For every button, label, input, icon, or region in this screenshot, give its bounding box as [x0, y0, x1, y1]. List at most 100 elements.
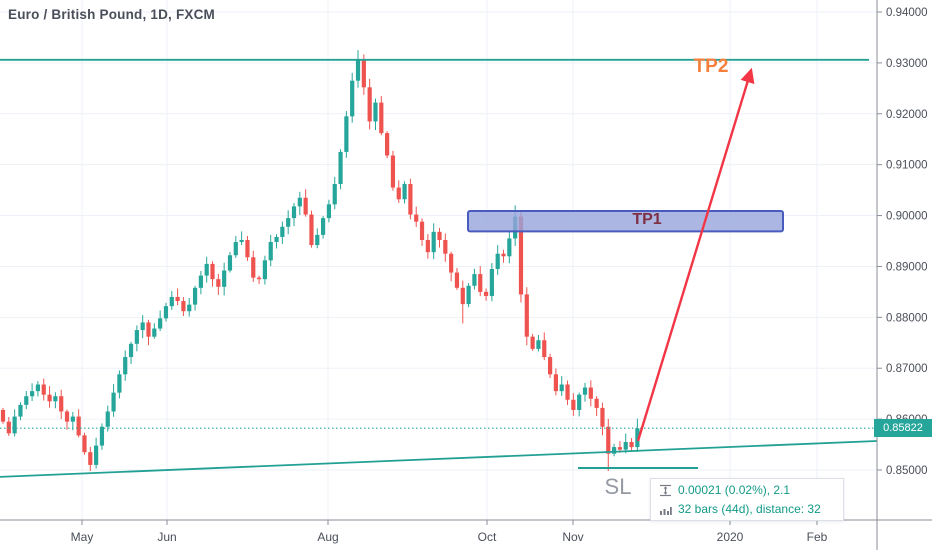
- candle-body: [553, 374, 558, 392]
- candle-body: [239, 239, 244, 243]
- candle-body: [385, 133, 390, 156]
- candles: [0, 50, 640, 472]
- candle-body: [268, 242, 273, 261]
- candle-body: [332, 184, 337, 205]
- price-range-icon: [660, 484, 671, 496]
- candle-body: [163, 306, 169, 319]
- candle-body: [489, 268, 494, 296]
- candle-body: [30, 391, 35, 397]
- tp1-zone-rect[interactable]: [467, 209, 784, 233]
- price-tick-label: 0.88000: [886, 312, 928, 324]
- candle-body: [94, 445, 99, 465]
- candle-body: [379, 102, 384, 134]
- candle-body: [483, 291, 489, 296]
- candle-body: [367, 87, 372, 122]
- price-axis[interactable]: 0.94000 0.93000 0.92000 0.91000 0.90000 0.890…: [877, 7, 928, 477]
- candle-body: [571, 399, 576, 410]
- candle-body: [303, 197, 308, 215]
- candle-body: [47, 394, 52, 402]
- symbol-title[interactable]: Euro / British Pound, 1D, FXCM: [8, 7, 216, 22]
- candle-body: [431, 231, 436, 253]
- tp2-label[interactable]: TP2: [693, 56, 729, 77]
- candle-body: [134, 330, 139, 344]
- measure-row-bars: 32 bars (44d), distance: 32: [659, 502, 835, 516]
- tp1-label[interactable]: TP1: [632, 211, 662, 228]
- time-axis[interactable]: May Jun Aug Oct Nov 2020 Feb: [71, 520, 828, 544]
- time-tick-label: 2020: [717, 530, 744, 544]
- candle-body: [117, 374, 122, 393]
- candle-body: [355, 60, 361, 81]
- candle-body: [588, 387, 593, 399]
- sl-label[interactable]: SL: [604, 474, 632, 499]
- measure-tool-box[interactable]: 0.00021 (0.02%), 2.1 32 bars (44d), dist…: [650, 478, 844, 521]
- candle-body: [280, 226, 285, 237]
- price-tick-label: 0.92000: [886, 109, 928, 121]
- candle-body: [449, 253, 454, 273]
- time-tick-label: Jun: [157, 530, 176, 544]
- candle-body: [443, 239, 448, 254]
- candle-body: [518, 216, 524, 295]
- candle-body: [582, 387, 588, 395]
- candle-body: [396, 187, 401, 200]
- candle-body: [24, 396, 29, 405]
- candle-body: [635, 428, 640, 448]
- candle-body: [70, 416, 75, 422]
- candle-body: [542, 340, 547, 358]
- projection-arrow[interactable]: [636, 67, 755, 442]
- candle-body: [6, 421, 11, 434]
- candle-body: [251, 257, 256, 278]
- price-tick-label: 0.91000: [886, 160, 928, 172]
- candle-body: [478, 274, 483, 292]
- candle-body: [309, 214, 314, 246]
- candle-body: [390, 155, 396, 188]
- candle-body: [577, 394, 582, 410]
- candle-body: [140, 322, 145, 331]
- candle-body: [181, 301, 186, 312]
- price-tick-label: 0.94000: [886, 7, 928, 19]
- candle-body: [507, 238, 512, 257]
- candle-body: [105, 411, 110, 427]
- candle-body: [216, 279, 221, 287]
- candle-body: [146, 322, 151, 337]
- candle-body: [123, 357, 128, 375]
- price-tick-label: 0.89000: [886, 261, 928, 273]
- candle-body: [128, 343, 134, 358]
- bars-count-icon: [660, 506, 672, 515]
- candle-body: [594, 398, 599, 408]
- candle-body: [88, 452, 93, 465]
- candle-body: [565, 384, 570, 400]
- time-tick-label: Oct: [478, 530, 497, 544]
- candle-body: [82, 435, 87, 453]
- candle-body: [227, 255, 233, 271]
- candle-body: [204, 263, 209, 276]
- measure-bars-text: 32 bars (44d), distance: 32: [678, 502, 821, 516]
- candle-body: [158, 318, 163, 329]
- candle-body: [472, 274, 477, 286]
- last-price-badge: 0.85822: [874, 419, 932, 437]
- candle-body: [175, 296, 180, 302]
- candle-body: [350, 80, 355, 117]
- candle-body: [466, 285, 471, 305]
- candle-body: [460, 287, 465, 305]
- candle-body: [152, 328, 157, 337]
- candle-body: [59, 396, 64, 412]
- candle-body: [76, 416, 81, 436]
- candle-body: [344, 116, 349, 152]
- candle-body: [606, 426, 611, 454]
- candle-body: [210, 263, 215, 280]
- candle-body: [315, 234, 320, 246]
- last-price-value: 0.85822: [883, 422, 923, 434]
- price-tick-label: 0.87000: [886, 363, 928, 375]
- candle-body: [425, 239, 430, 253]
- measure-row-price: 0.00021 (0.02%), 2.1: [659, 483, 835, 497]
- candle-body: [408, 184, 413, 215]
- candle-body: [41, 384, 46, 395]
- candle-body: [437, 231, 442, 240]
- candle-body: [169, 296, 174, 307]
- candle-body: [559, 384, 564, 392]
- candle-body: [0, 409, 6, 422]
- candle-body: [373, 102, 378, 122]
- support-trendline[interactable]: [0, 440, 878, 478]
